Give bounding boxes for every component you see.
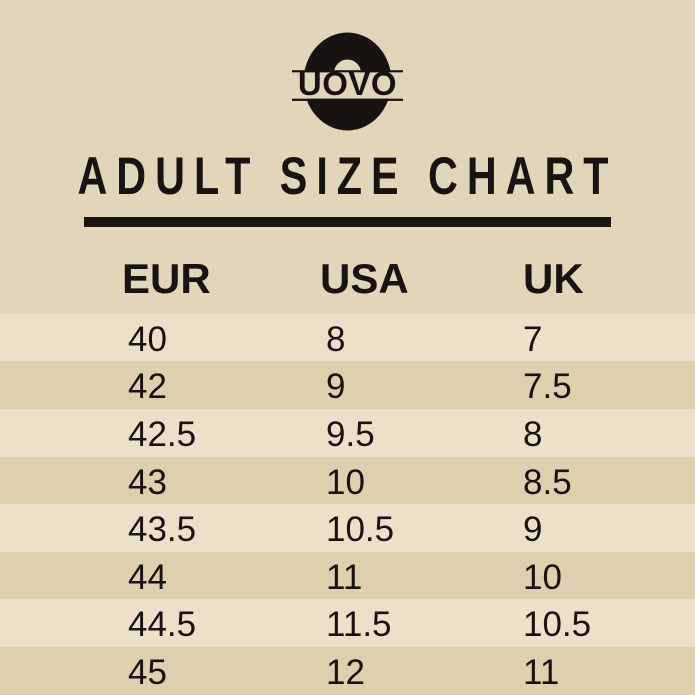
svg-text:UOVO: UOVO (298, 65, 397, 102)
